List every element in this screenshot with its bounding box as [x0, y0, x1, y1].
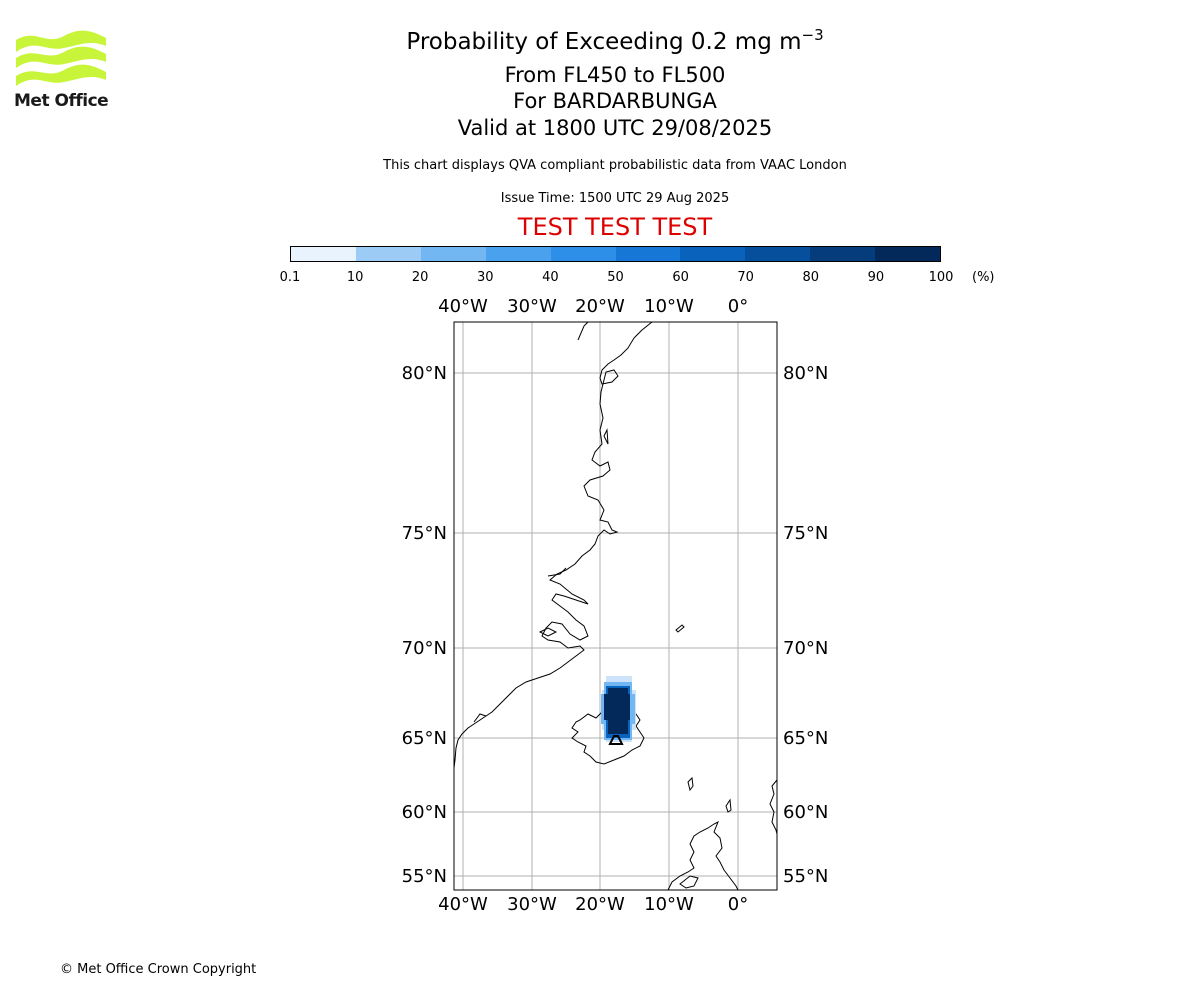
colorbar-segment [291, 247, 356, 261]
colorbar-tick-label: 90 [867, 270, 885, 285]
lat-label-left: 60°N [402, 802, 447, 823]
logo-text: Met Office [14, 91, 109, 111]
graticule [454, 322, 777, 890]
ash-plume [601, 676, 636, 742]
lat-label-left: 70°N [402, 638, 447, 659]
colorbar-segment [550, 247, 616, 261]
colorbar-segment [875, 247, 941, 261]
volcano-source-marker [608, 735, 624, 745]
colorbar-tick-label: 0.1 [279, 270, 301, 285]
lat-label-left: 65°N [402, 728, 447, 749]
flight-levels: From FL450 to FL500 [504, 63, 726, 87]
met-office-logo: Met Office [14, 30, 110, 112]
lon-label-bottom: 20°W [575, 894, 625, 915]
colorbar-tick-label: 40 [542, 270, 559, 285]
colorbar-tick-label: 80 [802, 270, 820, 285]
lat-label-left: 55°N [402, 866, 447, 887]
lat-label-right: 65°N [783, 728, 828, 749]
lon-label-bottom: 0° [728, 894, 748, 915]
volcano-name: For BARDARBUNGA [513, 89, 717, 113]
issue-time: Issue Time: 1500 UTC 29 Aug 2025 [500, 191, 730, 206]
colorbar [290, 246, 941, 262]
colorbar-segment [355, 247, 421, 261]
lon-label-bottom: 30°W [507, 894, 557, 915]
lat-label-right: 55°N [783, 866, 828, 887]
colorbar-segment [680, 247, 746, 261]
map-frame [453, 321, 778, 891]
colorbar-tick-label: 50 [607, 270, 624, 285]
coastlines [453, 321, 778, 891]
lon-label-top: 40°W [438, 296, 488, 317]
colorbar-tick-label: 100 [928, 270, 954, 285]
faroe-coast [687, 776, 694, 792]
colorbar-unit: (%) [972, 270, 995, 285]
lat-label-right: 80°N [783, 363, 828, 384]
scotland-coast [667, 820, 739, 891]
ash-cell [604, 694, 630, 720]
colorbar-segment [745, 247, 811, 261]
colorbar-tick-label: 20 [411, 270, 429, 285]
longitude-labels-bottom: 40°W 30°W 20°W 10°W 0° [438, 894, 748, 915]
title-text: Probability of Exceeding 0.2 mg m [406, 29, 802, 55]
chart-description: This chart displays QVA compliant probab… [383, 158, 847, 173]
colorbar-segment [485, 247, 551, 261]
lat-label-right: 70°N [783, 638, 828, 659]
lon-label-top: 20°W [575, 296, 625, 317]
lon-label-top: 10°W [644, 296, 694, 317]
norway-coast [769, 779, 778, 835]
lon-label-bottom: 10°W [644, 894, 694, 915]
lat-label-right: 60°N [783, 802, 828, 823]
shetland-coast [725, 798, 732, 813]
lat-label-right: 75°N [783, 523, 828, 544]
copyright: © Met Office Crown Copyright [60, 962, 257, 977]
lat-label-left: 75°N [402, 523, 447, 544]
colorbar-segment [615, 247, 681, 261]
latitude-labels-right: 80°N 75°N 70°N 65°N 60°N 55°N [783, 363, 828, 887]
valid-time: Valid at 1800 UTC 29/08/2025 [457, 116, 773, 140]
colorbar-tick-label: 30 [477, 270, 494, 285]
jan-mayen-coast [675, 624, 685, 633]
longitude-labels-top: 40°W 30°W 20°W 10°W 0° [438, 296, 748, 317]
lon-label-bottom: 40°W [438, 894, 488, 915]
colorbar-tick-label: 10 [346, 270, 364, 285]
lon-label-top: 0° [728, 296, 748, 317]
colorbar-tick-label: 60 [672, 270, 689, 285]
test-banner: TEST TEST TEST [517, 213, 713, 241]
colorbar-tick-label: 70 [737, 270, 754, 285]
met-office-wave-icon [16, 30, 106, 86]
lon-label-top: 30°W [507, 296, 557, 317]
chart-title: Probability of Exceeding 0.2 mg m−3 [0, 26, 1200, 55]
latitude-labels-left: 80°N 75°N 70°N 65°N 60°N 55°N [402, 363, 447, 887]
lat-label-left: 80°N [402, 363, 447, 384]
title-superscript: −3 [801, 26, 824, 44]
colorbar-segment [420, 247, 486, 261]
greenland-coast [453, 321, 653, 769]
colorbar-segment [810, 247, 876, 261]
